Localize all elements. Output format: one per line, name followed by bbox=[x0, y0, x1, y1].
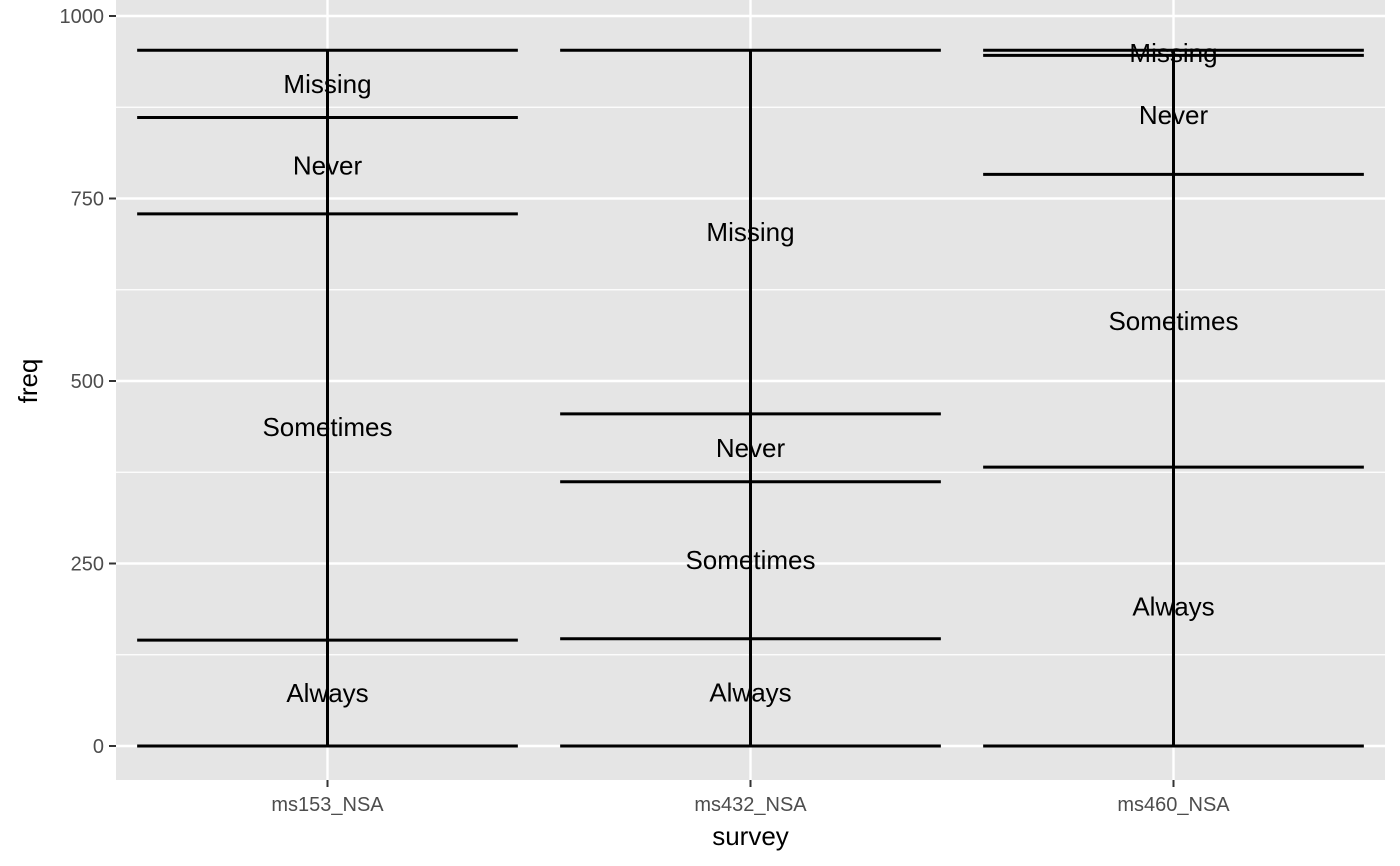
x-tick-label: ms153_NSA bbox=[271, 794, 384, 816]
segment-label: Never bbox=[293, 151, 363, 181]
chart-marks bbox=[137, 48, 1364, 748]
x-tick-label: ms460_NSA bbox=[1117, 794, 1230, 816]
y-tick-label: 500 bbox=[71, 371, 104, 393]
segment-label: Missing bbox=[706, 217, 794, 247]
segment-label: Always bbox=[1132, 592, 1214, 622]
segment-label: Always bbox=[286, 678, 368, 708]
y-axis-title: freq bbox=[13, 359, 43, 404]
segment-label: Always bbox=[709, 677, 791, 707]
segment-label: Missing bbox=[1129, 38, 1217, 68]
y-tick-label: 1000 bbox=[60, 6, 105, 28]
segment-label: Never bbox=[716, 433, 786, 463]
x-tick-label: ms432_NSA bbox=[694, 794, 807, 816]
y-tick-label: 250 bbox=[71, 554, 104, 576]
x-axis: ms153_NSA ms432_NSA ms460_NSA bbox=[271, 780, 1230, 816]
x-axis-title: survey bbox=[712, 821, 789, 851]
segment-labels: Always Sometimes Never Missing Always Sometim… bbox=[262, 38, 1238, 708]
segment-label: Sometimes bbox=[685, 545, 815, 575]
segment-label: Never bbox=[1139, 100, 1209, 130]
segment-label: Sometimes bbox=[1108, 306, 1238, 336]
y-tick-label: 0 bbox=[93, 736, 104, 758]
segment-label: Missing bbox=[283, 69, 371, 99]
segment-label: Sometimes bbox=[262, 412, 392, 442]
y-tick-label: 750 bbox=[71, 189, 104, 211]
y-axis: 0 250 500 750 1000 bbox=[60, 6, 116, 758]
